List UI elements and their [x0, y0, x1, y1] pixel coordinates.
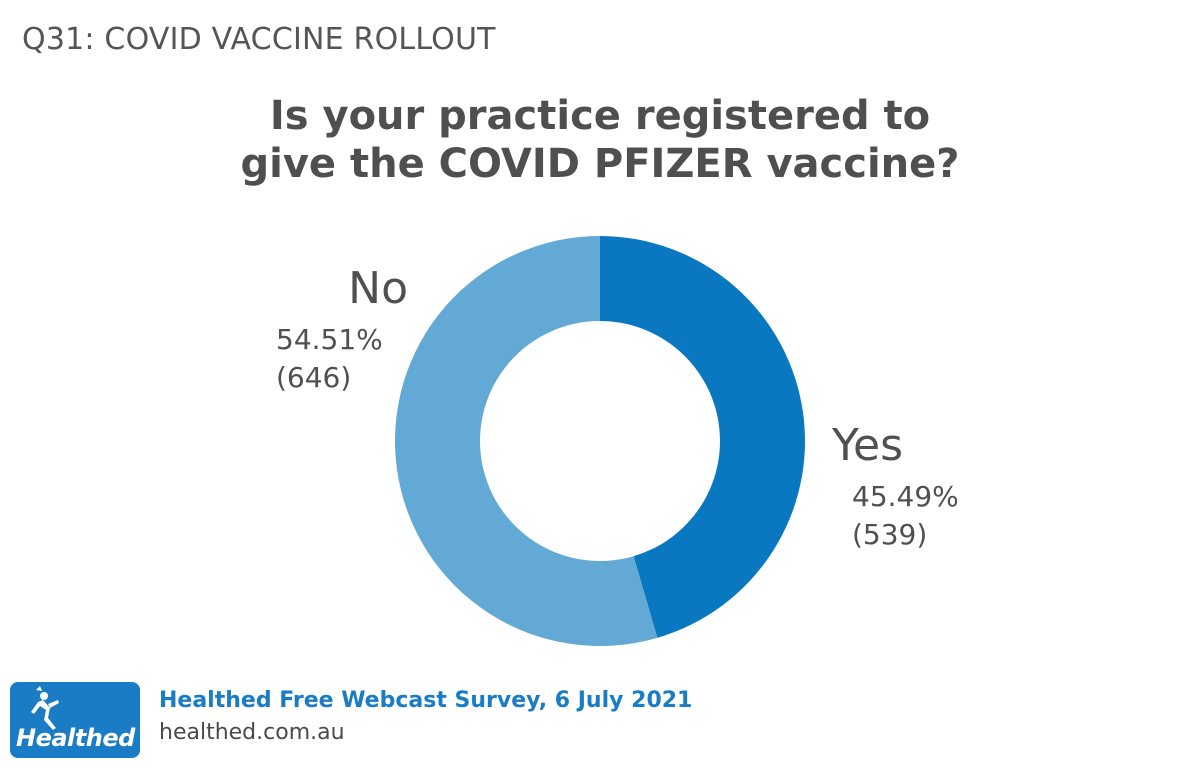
- slice-percent-yes: 45.49%: [852, 480, 959, 513]
- chart-title: Is your practice registered to give the …: [0, 92, 1200, 188]
- slice-label-yes: Yes: [831, 420, 903, 471]
- runner-figure-icon: [31, 686, 59, 730]
- healthed-logo: Healthed: [10, 682, 140, 758]
- slice-count-no: (646): [276, 361, 351, 394]
- section-label: Q31: COVID VACCINE ROLLOUT: [22, 22, 496, 57]
- donut-labels: Yes 45.49% (539) No 54.51% (646): [276, 263, 959, 551]
- slice-label-no: No: [348, 263, 408, 314]
- slice-percent-no: 54.51%: [276, 323, 383, 356]
- website-link[interactable]: healthed.com.au: [159, 720, 345, 745]
- chart-title-line-1: Is your practice registered to: [269, 93, 931, 139]
- logo-wordmark: Healthed: [16, 724, 135, 752]
- chart-title-line-2: give the COVID PFIZER vaccine?: [240, 141, 960, 187]
- slice-count-yes: (539): [852, 518, 927, 551]
- survey-label: Healthed Free Webcast Survey, 6 July 202…: [159, 688, 693, 713]
- footer: Healthed Healthed Free Webcast Survey, 6…: [10, 682, 710, 758]
- slice-no: [394, 236, 658, 646]
- donut-slices: [394, 236, 805, 646]
- slice-yes: [600, 236, 805, 638]
